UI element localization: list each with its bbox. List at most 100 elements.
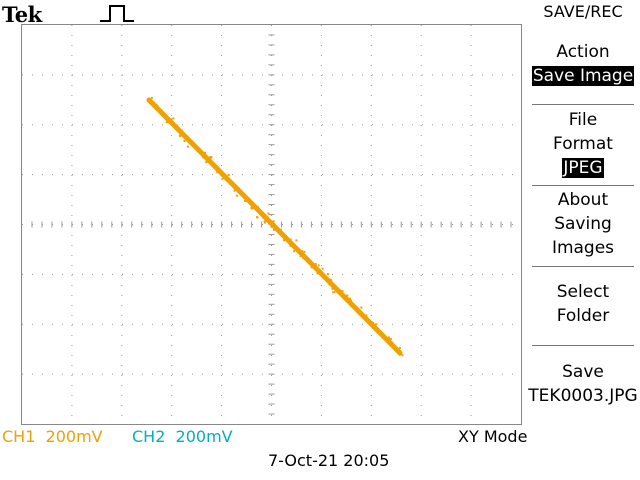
trace-dot: [263, 214, 266, 217]
trace-dot: [182, 134, 185, 137]
trace-dot: [261, 211, 264, 214]
trace-dot: [182, 132, 185, 134]
trace-dot: [315, 266, 318, 269]
trace-dot: [398, 353, 401, 356]
trace-dot: [289, 239, 292, 242]
trace-dot: [224, 178, 227, 181]
trace-dot: [289, 244, 292, 247]
trace-dot: [211, 163, 214, 166]
trace-dot: [227, 174, 230, 176]
trace-dot: [303, 250, 306, 253]
trace-dot: [377, 328, 380, 331]
trace-dot: [314, 263, 317, 266]
trace-dot: [360, 306, 363, 309]
menu-divider: [532, 104, 634, 105]
trace-dot: [217, 168, 220, 171]
trace-dot: [341, 294, 344, 296]
trace-dot: [339, 289, 342, 292]
trace-dot: [253, 205, 256, 208]
trace-dot: [391, 341, 394, 344]
trace-dot: [153, 104, 156, 107]
trace-dot: [205, 161, 208, 164]
file-format-label-2[interactable]: Format: [553, 134, 613, 154]
trace-dot: [354, 308, 357, 311]
trace-dot: [221, 177, 224, 180]
trace-dot: [165, 117, 168, 120]
trace-dot: [396, 346, 398, 349]
trace-dot: [168, 118, 171, 121]
trace-dot: [337, 289, 340, 292]
trace-dot: [266, 216, 269, 219]
trace-dot: [365, 314, 368, 317]
brand-logo: Tek: [2, 2, 42, 27]
trace-dot: [349, 299, 352, 302]
trace-dot: [333, 291, 336, 294]
trace-dot: [256, 216, 259, 219]
trace-dot: [273, 226, 276, 229]
trace-dot: [256, 206, 259, 209]
trace-dot: [150, 96, 153, 99]
trace-dot: [268, 222, 271, 225]
trace-dot: [341, 290, 344, 293]
rising-pulse-icon: [100, 5, 134, 22]
trace-dot: [316, 268, 319, 271]
save-label[interactable]: Save: [562, 362, 604, 382]
trace-dot: [354, 305, 357, 308]
about-saving-2[interactable]: Saving: [554, 214, 612, 234]
trace-dot: [335, 288, 338, 291]
trace-dot: [273, 222, 275, 225]
save-filename[interactable]: TEK0003.JPG: [528, 386, 638, 406]
trace-dot: [329, 278, 332, 281]
trace-dot: [258, 209, 261, 212]
trace-dot: [239, 190, 242, 193]
trace-dot: [272, 220, 275, 223]
trace-dot: [166, 117, 169, 120]
trace-dot: [195, 148, 198, 151]
trace-dot: [277, 228, 280, 230]
trace-dot: [401, 354, 404, 357]
trace-dot: [183, 140, 186, 142]
about-saving-3[interactable]: Images: [551, 238, 615, 258]
trace-dot: [370, 321, 373, 323]
trace-dot: [202, 156, 205, 159]
trace-dot: [306, 257, 309, 260]
trace-dot: [161, 114, 164, 117]
trace-dot: [176, 126, 179, 129]
trace-dot: [273, 228, 275, 231]
trace-dot: [170, 118, 173, 121]
trace-dot: [253, 207, 256, 210]
file-format-value: JPEG: [562, 158, 604, 178]
trace-dot: [349, 297, 351, 300]
trace-dot: [301, 250, 304, 253]
trace-dot: [169, 121, 172, 124]
waveform-display: [21, 24, 522, 425]
about-saving-1[interactable]: About: [557, 190, 609, 210]
trace-dot: [189, 141, 192, 144]
trace-dot: [310, 266, 313, 269]
action-button[interactable]: Save Image: [526, 64, 640, 88]
trace-dot: [228, 179, 231, 182]
trace-dot: [316, 272, 319, 275]
file-format-label-1[interactable]: File: [568, 110, 598, 130]
trace-dot: [155, 103, 158, 106]
trace-dot: [192, 141, 195, 144]
select-folder-2[interactable]: Folder: [556, 306, 610, 326]
trace-dot: [244, 200, 247, 202]
trace-dot: [156, 105, 159, 108]
select-folder-1[interactable]: Select: [556, 282, 610, 302]
action-value: Save Image: [531, 66, 635, 86]
trace-dot: [309, 262, 312, 265]
trace-dot: [327, 273, 329, 276]
trace-dot: [328, 283, 331, 286]
trace-dot: [398, 347, 401, 350]
trace-dot: [175, 124, 178, 127]
trace-dot: [331, 287, 334, 290]
trace-dot: [214, 164, 217, 166]
trace-dot: [262, 216, 265, 219]
action-label[interactable]: Action: [556, 42, 610, 62]
side-menu: SAVE/REC Action Save Image File Format J…: [526, 0, 640, 430]
trace-dot: [375, 323, 378, 326]
trace-dot: [235, 194, 238, 197]
trace-dot: [263, 221, 266, 224]
file-format-button[interactable]: JPEG: [526, 156, 640, 180]
